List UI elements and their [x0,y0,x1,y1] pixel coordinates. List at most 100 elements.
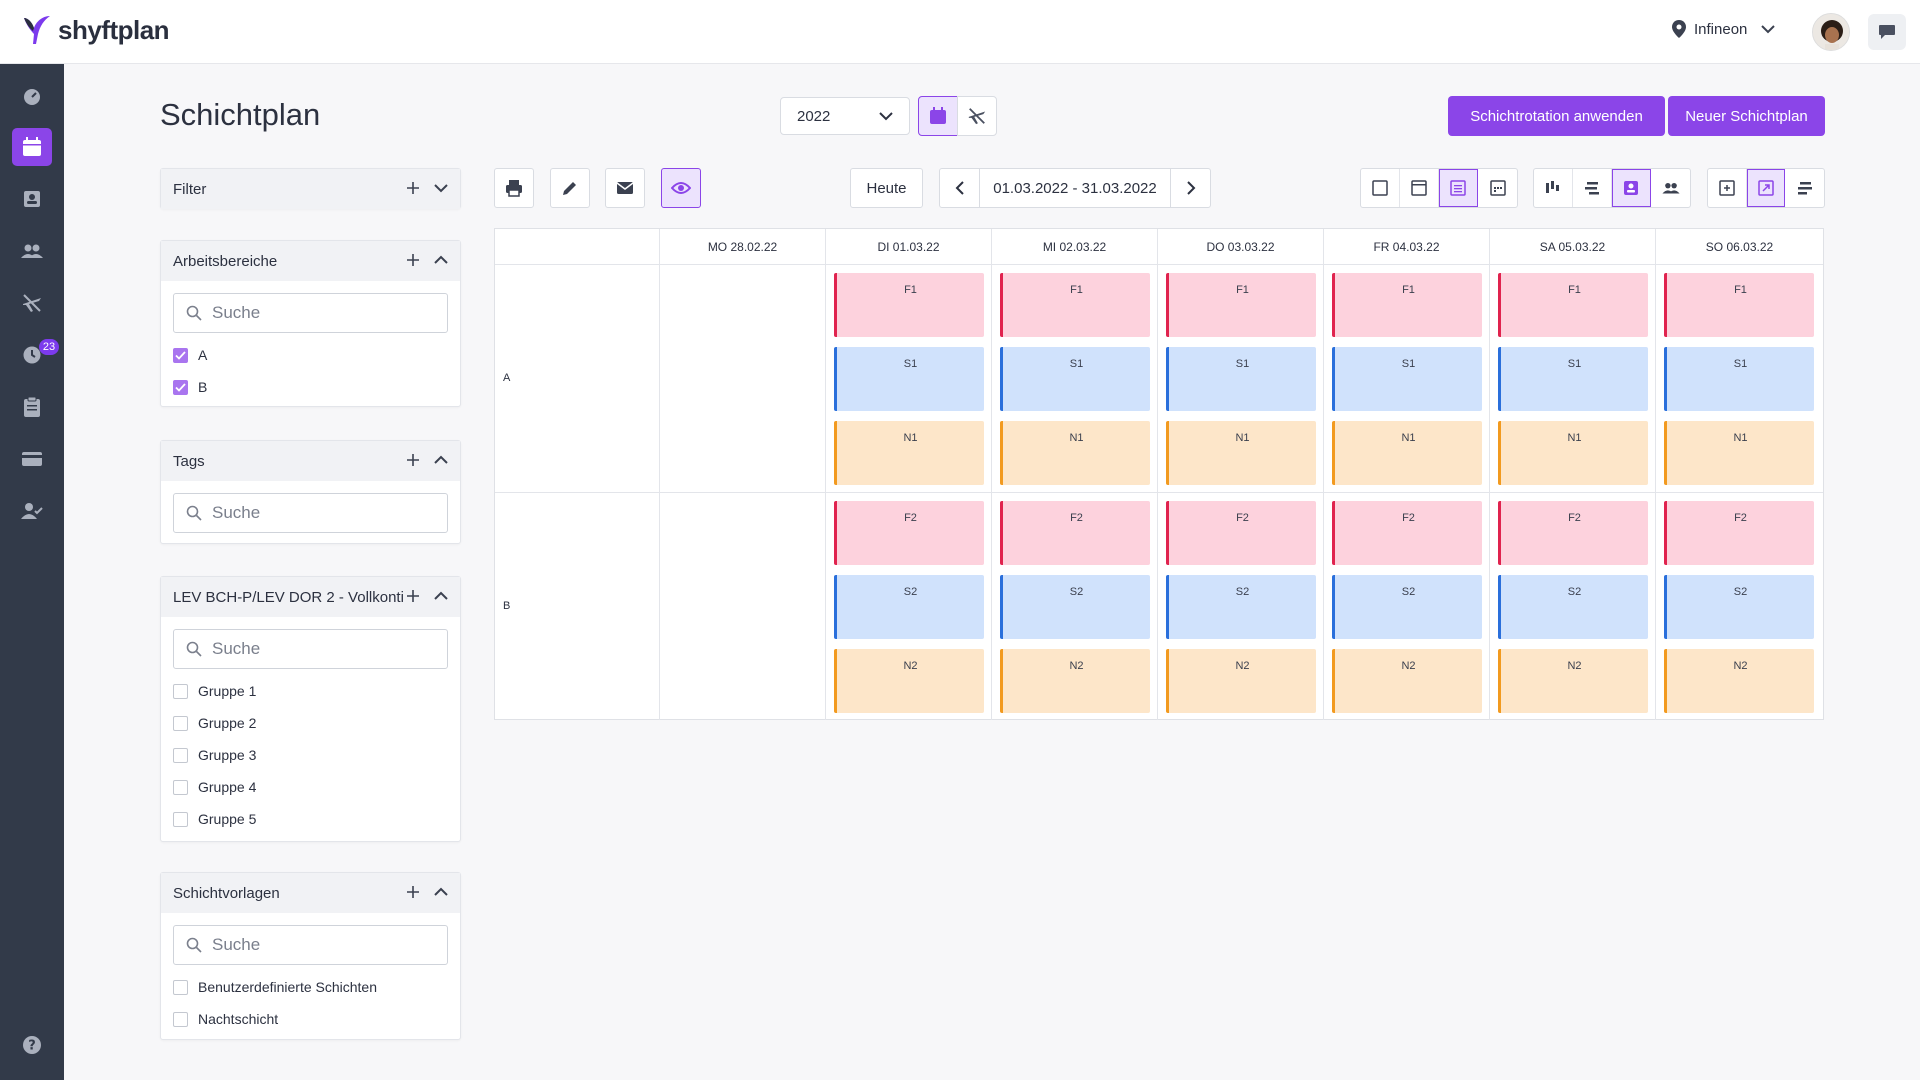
template-option[interactable]: Benutzerdefinierte Schichten [161,971,460,1003]
sidebar-item-absences[interactable] [12,284,52,322]
group-option[interactable]: Gruppe 2 [161,707,460,739]
shift-card-late[interactable]: S2 [1498,575,1648,639]
shift-card-late[interactable]: S1 [1332,347,1482,411]
day-cell[interactable]: F2 S2 N2 [1656,493,1822,720]
checkbox[interactable] [173,715,188,731]
email-button[interactable] [605,168,645,208]
areas-search-input[interactable]: Suche [173,293,448,333]
shift-card-night[interactable]: N1 [1332,421,1482,485]
shift-card-night[interactable]: N1 [834,421,984,485]
plus-icon[interactable] [404,587,422,605]
stats-view-button[interactable] [1534,169,1573,207]
shift-card-night[interactable]: N2 [1498,649,1648,713]
day-cell[interactable]: F2 S2 N2 [826,493,992,720]
visibility-button[interactable] [661,168,701,208]
shift-card-night[interactable]: N2 [1000,649,1150,713]
chevron-up-icon[interactable] [432,883,450,901]
day-cell[interactable]: F1 S1 N1 [826,265,992,492]
date-range-label[interactable]: 01.03.2022 - 31.03.2022 [979,169,1171,207]
day-cell-empty[interactable] [660,265,826,492]
shift-card-late[interactable]: S2 [1664,575,1814,639]
checkbox[interactable] [173,779,188,795]
group-option[interactable]: Gruppe 3 [161,739,460,771]
day-view-button[interactable] [1361,169,1400,207]
sidebar-item-time-tracking[interactable] [12,336,52,374]
position-view-button[interactable] [1612,169,1651,207]
plus-icon[interactable] [404,251,422,269]
checkbox[interactable] [173,683,188,699]
shift-card-night[interactable]: N1 [1166,421,1316,485]
sidebar-item-team[interactable] [12,232,52,270]
tags-panel-header[interactable]: Tags [161,441,460,481]
day-cell[interactable]: F1 S1 N1 [1656,265,1822,492]
plus-icon[interactable] [404,883,422,901]
employee-view-button[interactable] [1651,169,1690,207]
shift-card-night[interactable]: N1 [1664,421,1814,485]
area-option-a[interactable]: A [161,339,460,371]
day-cell[interactable]: F1 S1 N1 [1490,265,1656,492]
shift-card-early[interactable]: F2 [1166,501,1316,565]
day-cell[interactable]: F1 S1 N1 [992,265,1158,492]
tags-search-input[interactable]: Suche [173,493,448,533]
location-group-search-input[interactable]: Suche [173,629,448,669]
logo[interactable]: shyftplan [22,14,170,46]
shift-templates-panel-header[interactable]: Schichtvorlagen [161,873,460,913]
checkbox[interactable] [173,811,188,827]
areas-panel-header[interactable]: Arbeitsbereiche [161,241,460,281]
shift-templates-search-input[interactable]: Suche [173,925,448,965]
shift-card-early[interactable]: F1 [1000,273,1150,337]
checkbox-checked[interactable] [173,347,188,363]
shift-card-late[interactable]: S1 [1000,347,1150,411]
calendar-view-toggle[interactable] [918,96,958,136]
checkbox[interactable] [173,1011,188,1027]
shift-card-night[interactable]: N2 [1166,649,1316,713]
shift-card-early[interactable]: F1 [1498,273,1648,337]
filter-panel-header[interactable]: Filter [161,169,460,209]
sidebar-item-payment[interactable] [12,440,52,478]
shift-card-night[interactable]: N1 [1000,421,1150,485]
add-row-button[interactable] [1708,169,1747,207]
area-option-b[interactable]: B [161,371,460,403]
checkbox-checked[interactable] [173,379,188,395]
checkbox[interactable] [173,747,188,763]
new-shiftplan-button[interactable]: Neuer Schichtplan [1668,96,1825,136]
shift-card-night[interactable]: N2 [1664,649,1814,713]
shift-card-late[interactable]: S2 [1332,575,1482,639]
absence-view-toggle[interactable] [957,96,997,136]
edit-button[interactable] [550,168,590,208]
timeline-view-button[interactable] [1573,169,1612,207]
day-cell[interactable]: F1 S1 N1 [1158,265,1324,492]
group-option[interactable]: Gruppe 4 [161,771,460,803]
shift-card-early[interactable]: F2 [1332,501,1482,565]
day-cell[interactable]: F2 S2 N2 [1490,493,1656,720]
shift-card-late[interactable]: S2 [1000,575,1150,639]
location-group-panel-header[interactable]: LEV BCH-P/LEV DOR 2 - Vollkonti [161,577,460,617]
group-option[interactable]: Gruppe 1 [161,675,460,707]
shift-card-late[interactable]: S1 [1498,347,1648,411]
week-view-button[interactable] [1400,169,1439,207]
list-view-button[interactable] [1439,169,1478,207]
shift-card-early[interactable]: F2 [834,501,984,565]
checkbox[interactable] [173,979,188,995]
group-option[interactable]: Gruppe 5 [161,803,460,835]
sidebar-item-reports[interactable] [12,388,52,426]
shift-card-late[interactable]: S1 [834,347,984,411]
shift-card-night[interactable]: N1 [1498,421,1648,485]
sidebar-item-employee-profile[interactable] [12,180,52,218]
shift-card-late[interactable]: S2 [1166,575,1316,639]
shift-card-night[interactable]: N2 [1332,649,1482,713]
day-cell[interactable]: F1 S1 N1 [1324,265,1490,492]
print-button[interactable] [494,168,534,208]
chevron-up-icon[interactable] [432,451,450,469]
day-cell[interactable]: F2 S2 N2 [992,493,1158,720]
today-button[interactable]: Heute [850,168,923,208]
day-cell[interactable]: F2 S2 N2 [1324,493,1490,720]
next-period-button[interactable] [1171,169,1210,207]
plus-icon[interactable] [404,179,422,197]
sidebar-item-dashboard[interactable] [12,78,52,116]
user-avatar[interactable] [1812,13,1850,51]
chat-button[interactable] [1868,14,1906,50]
location-selector[interactable]: Infineon [1672,20,1776,38]
sidebar-item-help[interactable]: ? [12,1026,52,1064]
shift-card-early[interactable]: F1 [834,273,984,337]
